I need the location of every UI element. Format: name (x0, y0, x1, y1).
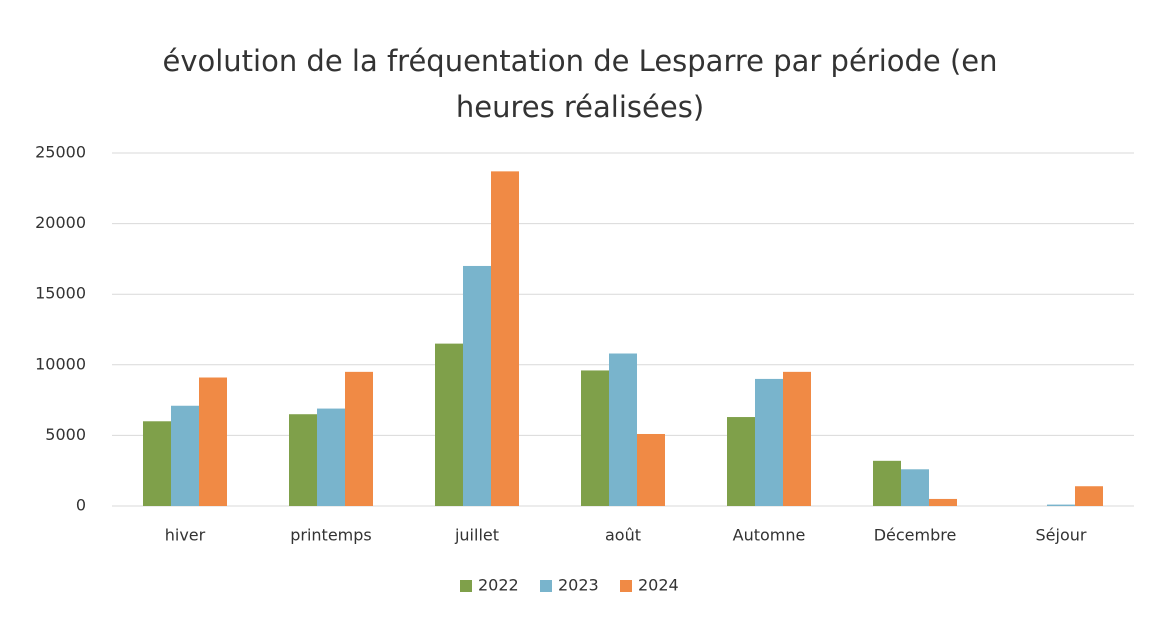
x-tick-label: Décembre (874, 526, 957, 545)
x-tick-label: juillet (454, 526, 499, 545)
bar (901, 469, 929, 506)
y-tick-label: 20000 (35, 213, 86, 232)
bar (171, 405, 199, 506)
chart-title: évolution de la fréquentation de Lesparr… (162, 44, 998, 124)
y-tick-label: 5000 (45, 425, 86, 444)
bar (1047, 504, 1075, 506)
bar (491, 171, 519, 506)
x-tick-label: août (605, 526, 641, 545)
bar (637, 433, 665, 506)
y-tick-label: 10000 (35, 354, 86, 373)
legend-swatch (540, 580, 552, 592)
bar (289, 414, 317, 506)
bar (609, 353, 637, 506)
x-tick-label: Automne (733, 526, 806, 545)
y-tick-label: 0 (76, 496, 86, 515)
bar (783, 371, 811, 506)
bar (317, 408, 345, 506)
bar (1075, 486, 1103, 506)
y-tick-label: 25000 (35, 143, 86, 162)
bar (727, 417, 755, 506)
y-tick-label: 15000 (35, 284, 86, 303)
legend-label: 2024 (638, 576, 679, 595)
bar (463, 265, 491, 506)
bar (873, 460, 901, 506)
x-tick-label: Séjour (1036, 526, 1087, 545)
legend-label: 2022 (478, 576, 519, 595)
bar (345, 371, 373, 506)
bar (199, 377, 227, 506)
legend-swatch (620, 580, 632, 592)
bar (581, 370, 609, 506)
bar (929, 498, 957, 506)
bar (755, 378, 783, 506)
legend-label: 2023 (558, 576, 599, 595)
bar (143, 421, 171, 506)
bar (435, 343, 463, 506)
x-tick-label: printemps (290, 526, 372, 545)
x-tick-label: hiver (165, 526, 206, 545)
legend-swatch (460, 580, 472, 592)
